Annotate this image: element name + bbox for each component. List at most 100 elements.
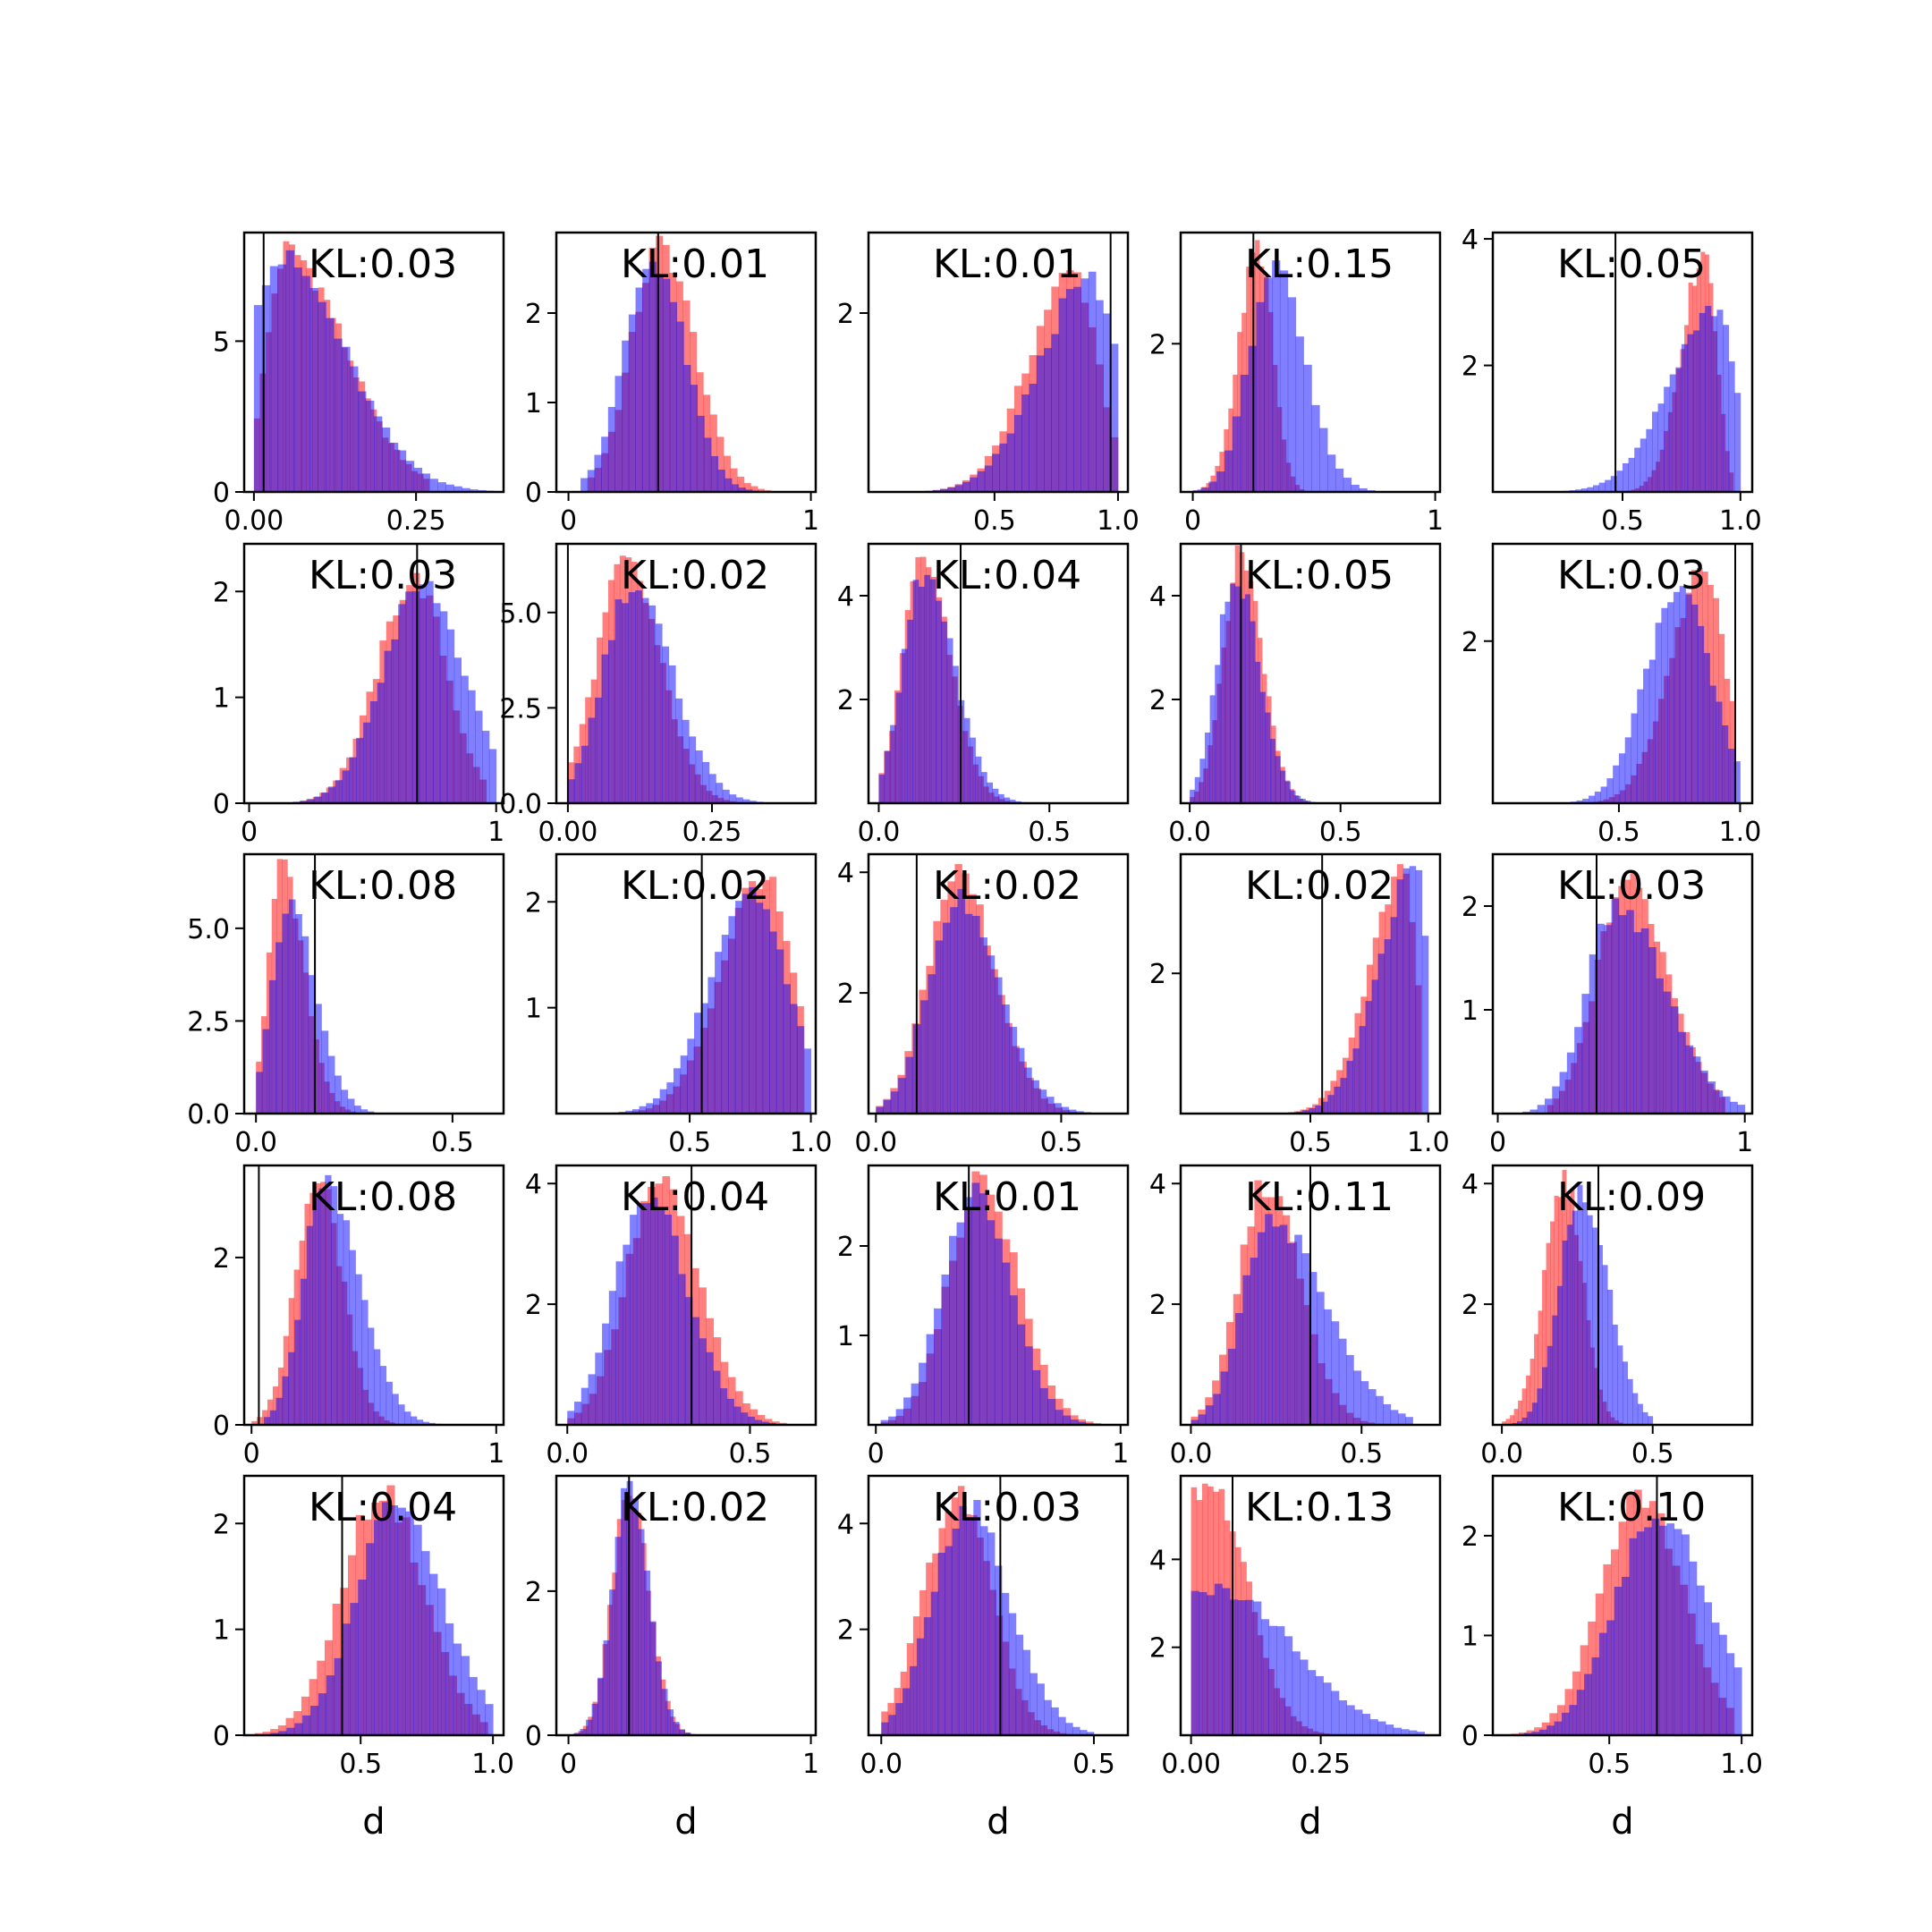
axes-frame [867,231,1130,494]
histogram-bar [1324,1309,1332,1425]
axes-frame [555,1164,818,1427]
histogram-bar [628,314,636,492]
histogram-bar [1265,1214,1273,1425]
histogram-bar [941,621,948,803]
histogram-bar [405,1511,414,1735]
subplot-5-3: 0.0 0.5 2 4 KL:0.03 d [837,1474,1130,1843]
histogram-bar [1575,489,1582,492]
histogram-bar [1311,404,1320,492]
histogram-bar [419,584,427,803]
axes-frame [867,1164,1130,1427]
histogram-bar [628,592,636,803]
subplot-4-5: 0.0 0.5 2 4 KL:0.09 [1462,1164,1754,1470]
histogram-bar [301,936,309,1114]
histogram-bar [1031,1080,1039,1114]
axes-frame [555,542,818,805]
histogram-bar [1232,416,1241,492]
y-tick-label: 0 [1462,1721,1479,1752]
histogram-bar [580,478,589,492]
histogram-bar [360,1109,369,1114]
histogram-bar [1284,781,1291,803]
x-axis-label: d [674,1801,697,1843]
histogram-bar [638,1529,645,1735]
histogram-bar [1215,665,1221,803]
histogram-bar [1315,1675,1324,1735]
histogram-bar [1624,737,1631,803]
histogram-bar [1722,724,1729,803]
histogram-bar [1376,1395,1384,1425]
histogram-bar [482,731,490,803]
axes-frame [242,542,505,805]
histogram-bar [1538,1310,1543,1425]
histogram-bar [1572,1671,1581,1735]
histogram-bar [574,763,582,803]
histogram-bar [1303,364,1312,492]
histogram-bar [1546,1345,1553,1425]
histogram-bar [1623,1361,1629,1425]
plot-area [895,233,1119,492]
histogram-bar [608,1291,616,1425]
histogram-bar [1626,910,1634,1114]
subplot-2-2: 0.00 0.25 0.0 2.5 5.0 KL:0.02 [499,542,818,848]
histogram-bar [1242,1275,1250,1425]
x-tick-label: 0.0 [234,1127,277,1158]
plot-area [881,1476,1095,1735]
histogram-bar [1024,1346,1033,1425]
histogram-bar [398,1404,405,1425]
histogram-bar [307,799,315,803]
histogram-bar [728,916,736,1114]
histogram-bar [440,611,448,803]
histogram-bar [567,779,575,803]
histogram-bar [277,264,287,492]
histogram-bar [1655,623,1662,803]
histogram-bar [386,1381,393,1425]
y-tick-label: 4 [1149,1169,1166,1200]
histogram-bar [972,915,980,1114]
histogram-bar [1598,1632,1607,1735]
histogram-bar [907,619,914,803]
histogram-bar [1674,1529,1682,1735]
histogram-bar [797,1026,805,1114]
histogram-bar [999,443,1008,492]
x-tick-label: 0 [868,1438,885,1470]
x-tick-label: 0.25 [682,817,742,848]
histogram-bar [404,1411,411,1425]
plot-area [1191,1165,1413,1425]
x-tick-label: 0.00 [538,817,597,848]
histogram-bar [488,749,497,803]
histogram-bar [1096,300,1104,492]
histogram-bar [1705,305,1712,492]
y-tick-label: 2 [1149,685,1166,716]
histogram-bar [1213,1394,1221,1425]
histogram-bar [1604,925,1612,1114]
x-tick-label: 1.0 [471,1749,514,1780]
histogram-bar [1256,301,1265,492]
histogram-bar [649,1621,657,1735]
histogram-bar [1502,1421,1507,1425]
histogram-bar [1234,586,1241,803]
axes-frame [242,1474,505,1737]
x-tick-label: 1.0 [1720,1749,1763,1780]
histogram-bar [1534,1727,1543,1735]
histogram-bar [1219,614,1225,803]
histogram-bar [614,1537,622,1735]
histogram-bar [1534,1334,1538,1425]
histogram-bar [987,1532,996,1735]
histogram-bar [1657,403,1665,492]
histogram-bar [1556,1285,1563,1425]
histogram-bar [1409,866,1417,1114]
histogram-bar [1110,343,1119,492]
subplot-4-2: 0.0 0.5 2 4 KL:0.04 [525,1164,818,1470]
histogram-bar [952,1529,960,1735]
histogram-series-b [895,271,1119,492]
histogram-bar [884,750,891,803]
histogram-bar [1305,801,1311,803]
kl-annotation: KL:0.02 [621,1485,769,1530]
axes-frame [1491,542,1754,805]
histogram-bar [1038,1089,1047,1114]
histogram-bar [1564,1689,1573,1735]
histogram-bar [901,648,908,803]
histogram-bar [366,1543,375,1735]
y-tick-label: 1 [525,388,542,419]
kl-annotation: KL:0.13 [1245,1485,1394,1530]
